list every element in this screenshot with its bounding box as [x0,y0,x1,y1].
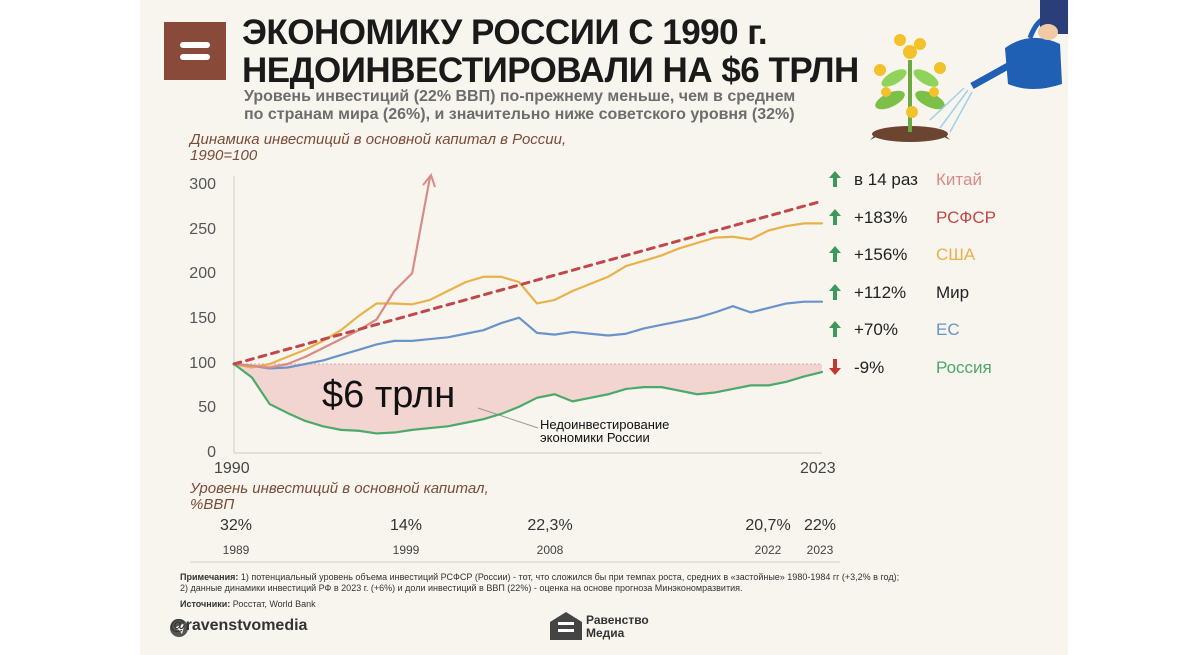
y-tick-label: 150 [189,310,216,327]
series-line-Россия [232,362,824,435]
y-tick-label: 300 [189,176,216,193]
gdp-pct: 22,3% [527,517,573,534]
gap-annotation-line-1: Недоинвестирование [540,417,670,432]
page-title: ЭКОНОМИКУ РОССИИ С 1990 г. НЕДОИНВЕСТИРО… [242,14,859,90]
gap-value-label: $6 трлн [322,374,456,416]
gap-annotation: Недоинвестирование экономики России [540,418,669,444]
arrow-down-icon [828,358,846,381]
legend-item: +70% ЕС [828,320,960,343]
y-tick-label: 50 [198,399,216,416]
gap-annotation-line-2: экономики России [540,430,650,445]
legend-change: в 14 раз [854,170,918,189]
arrow-up-icon [828,170,846,193]
gdp-pct: 22% [803,517,837,534]
gdp-year: 2008 [536,543,564,557]
legend-change: +70% [854,320,898,339]
title-line-2: НЕДОИНВЕСТИРОВАЛИ НА $6 ТРЛН [242,51,859,90]
gdp-title-line-1: Уровень инвестиций в основной капитал, [190,480,489,497]
series-line-США [232,222,824,369]
legend-change: +112% [854,282,907,302]
sources-text: Росстат, World Bank [230,599,316,609]
subtitle: Уровень инвестиций (22% ВВП) по-прежнему… [244,88,795,124]
brand-name: Равенство Медиа [586,614,649,640]
china-arrowhead [422,173,436,188]
gdp-pct: 20,7% [745,517,791,534]
series-line-ЕС [232,300,824,370]
legend-change: +183% [854,207,908,227]
arrow-up-icon [828,283,846,306]
arrow-up-icon [828,208,846,231]
gdp-year: 2022 [754,543,782,557]
series-line-РСФСР [232,199,824,366]
sources-label: Источники: [180,599,231,609]
arrow-up-icon [828,245,846,268]
y-tick-label: 250 [189,221,216,238]
legend-country: Китай [936,170,982,189]
legend-change: +156% [854,245,908,264]
underinvestment-area [234,364,822,434]
subtitle-line-2: по странам мира (26%), и значительно ниж… [244,106,795,123]
brand-line-2: Медиа [586,626,625,640]
gdp-section-title: Уровень инвестиций в основной капитал, %… [190,481,489,513]
gdp-year: 1999 [392,543,420,557]
gdp-year: 2023 [806,543,834,557]
legend-item: в 14 раз Китай [828,170,982,193]
brand-line-1: Равенство [586,613,649,627]
subtitle-line-1: Уровень инвестиций (22% ВВП) по-прежнему… [244,88,796,105]
telegram-handle[interactable]: @ravenstvomedia [170,617,308,634]
arrow-up-icon [828,320,846,343]
x-tick-end: 2023 [800,460,836,477]
footnotes: Примечания: 1) потенциальный уровень объ… [180,572,1060,610]
notes-line-1: Примечания: 1) потенциальный уровень объ… [180,572,1060,583]
gdp-pct: 32% [219,517,253,534]
title-line-1: ЭКОНОМИКУ РОССИИ С 1990 г. [242,13,768,52]
legend-country: Мир [936,282,970,302]
y-tick-label: 200 [189,265,216,282]
legend-country: США [936,245,976,264]
gdp-title-line-2: %ВВП [190,496,235,513]
legend-item: +156% США [828,245,975,268]
y-tick-label: 0 [207,444,216,461]
legend-country: ЕС [936,320,960,339]
x-tick-start: 1990 [214,460,250,477]
y-tick-label: 100 [189,355,216,372]
chart-title: Динамика инвестиций в основной капитал в… [190,132,566,164]
legend-item: +183% РСФСР [828,208,996,231]
legend-item: +112% Мир [828,283,969,306]
series-line-Китай [232,176,432,369]
notes-line-2: 2) данные динамики инвестиций РФ в 2023 … [180,583,743,593]
notes-label: Примечания: [180,572,239,582]
gdp-pct: 14% [389,517,423,534]
equals-logo-icon [164,22,226,80]
legend-country: Россия [936,357,992,377]
gap-annotation-pointer [477,407,539,429]
legend-change: -9% [854,357,885,377]
legend-country: РСФСР [936,207,996,227]
chart-title-line-1: Динамика инвестиций в основной капитал в… [190,131,567,148]
legend-item: -9% Россия [828,358,992,381]
gdp-year: 1989 [222,543,250,557]
notes-text-1: 1) потенциальный уровень объема инвестиц… [238,572,900,582]
sources-line: Источники: Росстат, World Bank [180,599,1060,610]
chart-title-line-2: 1990=100 [190,147,258,164]
